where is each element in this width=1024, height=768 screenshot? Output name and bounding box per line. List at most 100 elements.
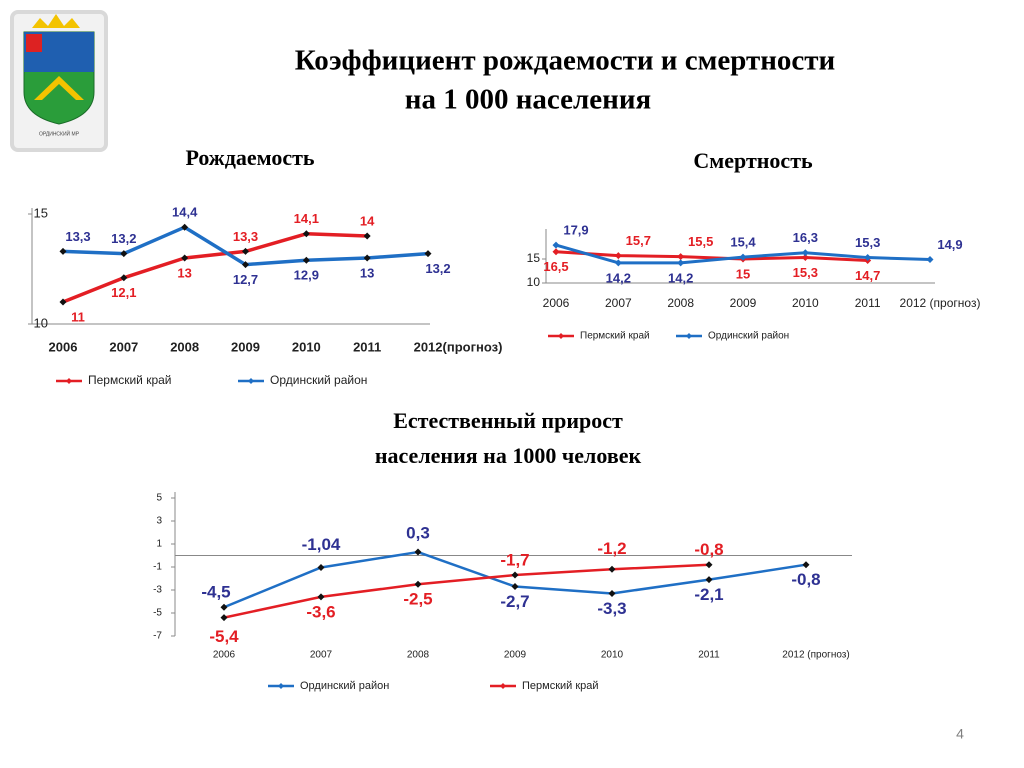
x-tick-label: 2012(прогноз) [414,339,503,354]
legend-label: Ординский район [300,680,389,692]
data-label: 13,2 [425,261,450,276]
series-line [223,563,710,619]
x-tick-label: 2009 [730,296,757,310]
data-label: 14 [360,213,375,228]
x-tick-label: 2006 [49,339,78,354]
data-point [59,298,67,306]
data-point [608,589,616,597]
y-tick-label: 5 [156,493,162,504]
data-point [59,247,67,255]
y-tick-label: 15 [527,251,541,265]
y-tick-label: 10 [527,275,541,289]
x-tick-label: 2012 (прогноз) [900,296,981,310]
legend-marker [278,683,284,689]
data-point [363,232,371,240]
data-label: 13 [360,265,374,280]
data-point [414,580,422,588]
x-tick-label: 2011 [353,339,381,354]
data-label: -5,4 [209,627,239,646]
data-label: -1,7 [500,551,529,570]
x-tick-label: 2011 [698,650,720,661]
data-label: -0,8 [694,540,723,559]
data-label: 16,5 [543,259,568,274]
x-tick-label: 2007 [310,650,333,661]
data-point [677,259,685,267]
chart-title: Естественный прирост [393,408,623,433]
data-point [220,614,228,622]
data-point [242,247,249,255]
legend-label: Ординский район [270,373,367,387]
data-point [511,571,519,579]
data-label: 13,2 [111,231,136,246]
legend-label: Ординский район [708,331,789,342]
data-label: -2,5 [403,590,432,609]
data-point [302,256,310,264]
data-label: 14,2 [668,270,693,285]
data-label: -4,5 [201,583,230,602]
legend-marker [66,378,72,384]
data-point [926,255,934,263]
data-point [802,561,810,569]
data-point [424,250,432,258]
data-label: 14,9 [937,237,962,252]
data-point [801,249,809,257]
y-tick-label: 3 [156,516,162,527]
slide-title: на 1 000 населения [405,84,652,116]
y-tick-label: 10 [34,315,48,330]
data-point [242,261,249,269]
data-label: -3,3 [597,599,626,618]
data-point [552,248,560,256]
y-tick-label: 15 [34,205,48,220]
data-label: 16,3 [793,230,818,245]
data-label: -0,8 [791,570,820,589]
y-tick-label: -5 [153,608,162,619]
series-line [555,250,868,262]
data-point [363,254,371,262]
data-label: -3,6 [306,602,335,621]
data-label: -1,04 [302,535,341,554]
logo-corner [26,34,42,52]
data-point [511,583,519,591]
data-point [677,253,685,261]
data-point [317,593,325,601]
x-tick-label: 2007 [109,339,138,354]
legend-marker [248,378,254,384]
data-label: 15,5 [688,234,713,249]
data-point [414,548,422,556]
legend-label: Пермский край [580,331,650,342]
data-label: 12,7 [233,272,258,287]
x-tick-label: 2011 [855,296,881,310]
data-point [120,250,128,258]
data-label: 12,1 [111,285,136,300]
x-tick-label: 2009 [231,339,260,354]
y-tick-label: -1 [153,562,162,573]
data-point [317,563,325,571]
chart-title: Рождаемость [185,145,314,170]
data-point [739,253,747,261]
data-point [181,223,189,231]
data-label: 15,3 [855,235,880,250]
logo-caption: ОРДИНСКИЙ МР [39,129,80,137]
y-tick-label: -7 [153,631,162,642]
data-point [220,603,228,611]
y-tick-label: -3 [153,585,162,596]
data-label: 13 [177,265,191,280]
data-label: 0,3 [406,524,430,543]
legend-marker [686,333,692,339]
data-point [552,241,560,249]
y-tick-label: 1 [156,539,162,550]
data-point [614,259,622,267]
data-label: 17,9 [563,223,588,238]
data-point [705,561,713,569]
data-label: 14,7 [855,268,880,283]
chart-title: населения на 1000 человек [375,443,642,468]
data-point [302,230,310,238]
x-tick-label: 2006 [543,296,570,310]
logo: ОРДИНСКИЙ МР [10,10,108,152]
data-label: 14,1 [294,211,319,226]
legend-label: Пермский край [522,680,599,692]
legend-marker [500,683,506,689]
data-point [614,252,622,260]
x-tick-label: 2007 [605,296,632,310]
